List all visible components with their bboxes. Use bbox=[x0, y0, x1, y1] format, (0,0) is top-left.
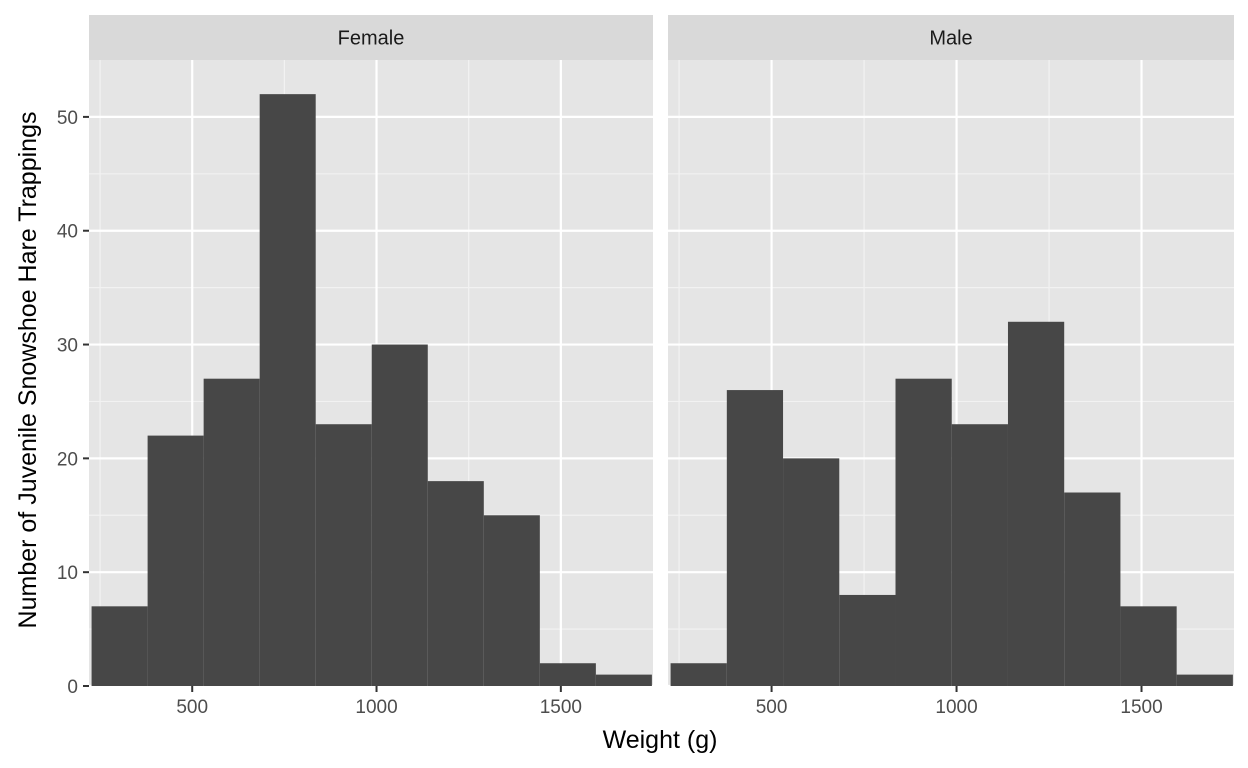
histogram-bar-female bbox=[147, 435, 204, 686]
histogram-bar-female bbox=[483, 515, 540, 686]
histogram-bar-male bbox=[783, 458, 840, 686]
x-tick-label: 1500 bbox=[540, 697, 582, 718]
y-tick-label: 40 bbox=[57, 222, 78, 243]
histogram-bar-male bbox=[1007, 321, 1065, 686]
x-tick-label: 1500 bbox=[1120, 697, 1162, 718]
x-tick-label: 1000 bbox=[935, 697, 977, 718]
histogram-bar-female bbox=[315, 424, 372, 686]
histogram-bar-female bbox=[91, 606, 148, 686]
histogram-bar-female bbox=[595, 674, 652, 686]
histogram-bar-female bbox=[259, 94, 316, 687]
y-tick-label: 10 bbox=[57, 563, 78, 584]
histogram-bar-male bbox=[670, 663, 727, 686]
histogram-bar-male bbox=[726, 390, 784, 686]
histogram-bar-female bbox=[539, 663, 596, 686]
facet-strip-label-female: Female bbox=[338, 28, 405, 50]
facet-strip-label-male: Male bbox=[929, 28, 972, 50]
axes-layer: 500 1000 1500 500 1000 1500 0 10 20 30 40 50 bbox=[57, 108, 1163, 718]
histogram-bar-male bbox=[1064, 492, 1121, 686]
histogram-bar-female bbox=[203, 378, 260, 686]
histogram-bar-male bbox=[839, 594, 896, 686]
y-tick-label: 30 bbox=[57, 336, 78, 357]
histogram-bar-male bbox=[895, 378, 952, 686]
histogram-bar-male bbox=[1120, 606, 1177, 686]
x-axis-title: Weight (g) bbox=[603, 726, 718, 754]
x-tick-label: 500 bbox=[176, 697, 208, 718]
histogram-bar-male bbox=[951, 424, 1008, 686]
panels-layer: Female Male bbox=[89, 15, 1234, 688]
facet-female: Female bbox=[89, 15, 653, 688]
histogram-bar-male bbox=[1176, 674, 1233, 686]
histogram-bar-female bbox=[371, 344, 428, 686]
facet-strip-female bbox=[89, 15, 653, 60]
facet-male: Male bbox=[668, 15, 1234, 688]
x-tick-label: 500 bbox=[756, 697, 788, 718]
x-tick-label: 1000 bbox=[355, 697, 397, 718]
y-tick-label: 20 bbox=[57, 449, 78, 470]
y-tick-label: 50 bbox=[57, 108, 78, 129]
y-tick-label: 0 bbox=[67, 677, 78, 698]
y-axis-title: Number of Juvenile Snowshoe Hare Trappin… bbox=[14, 112, 42, 629]
facet-strip-male bbox=[668, 15, 1234, 60]
histogram-bar-female bbox=[427, 481, 484, 686]
